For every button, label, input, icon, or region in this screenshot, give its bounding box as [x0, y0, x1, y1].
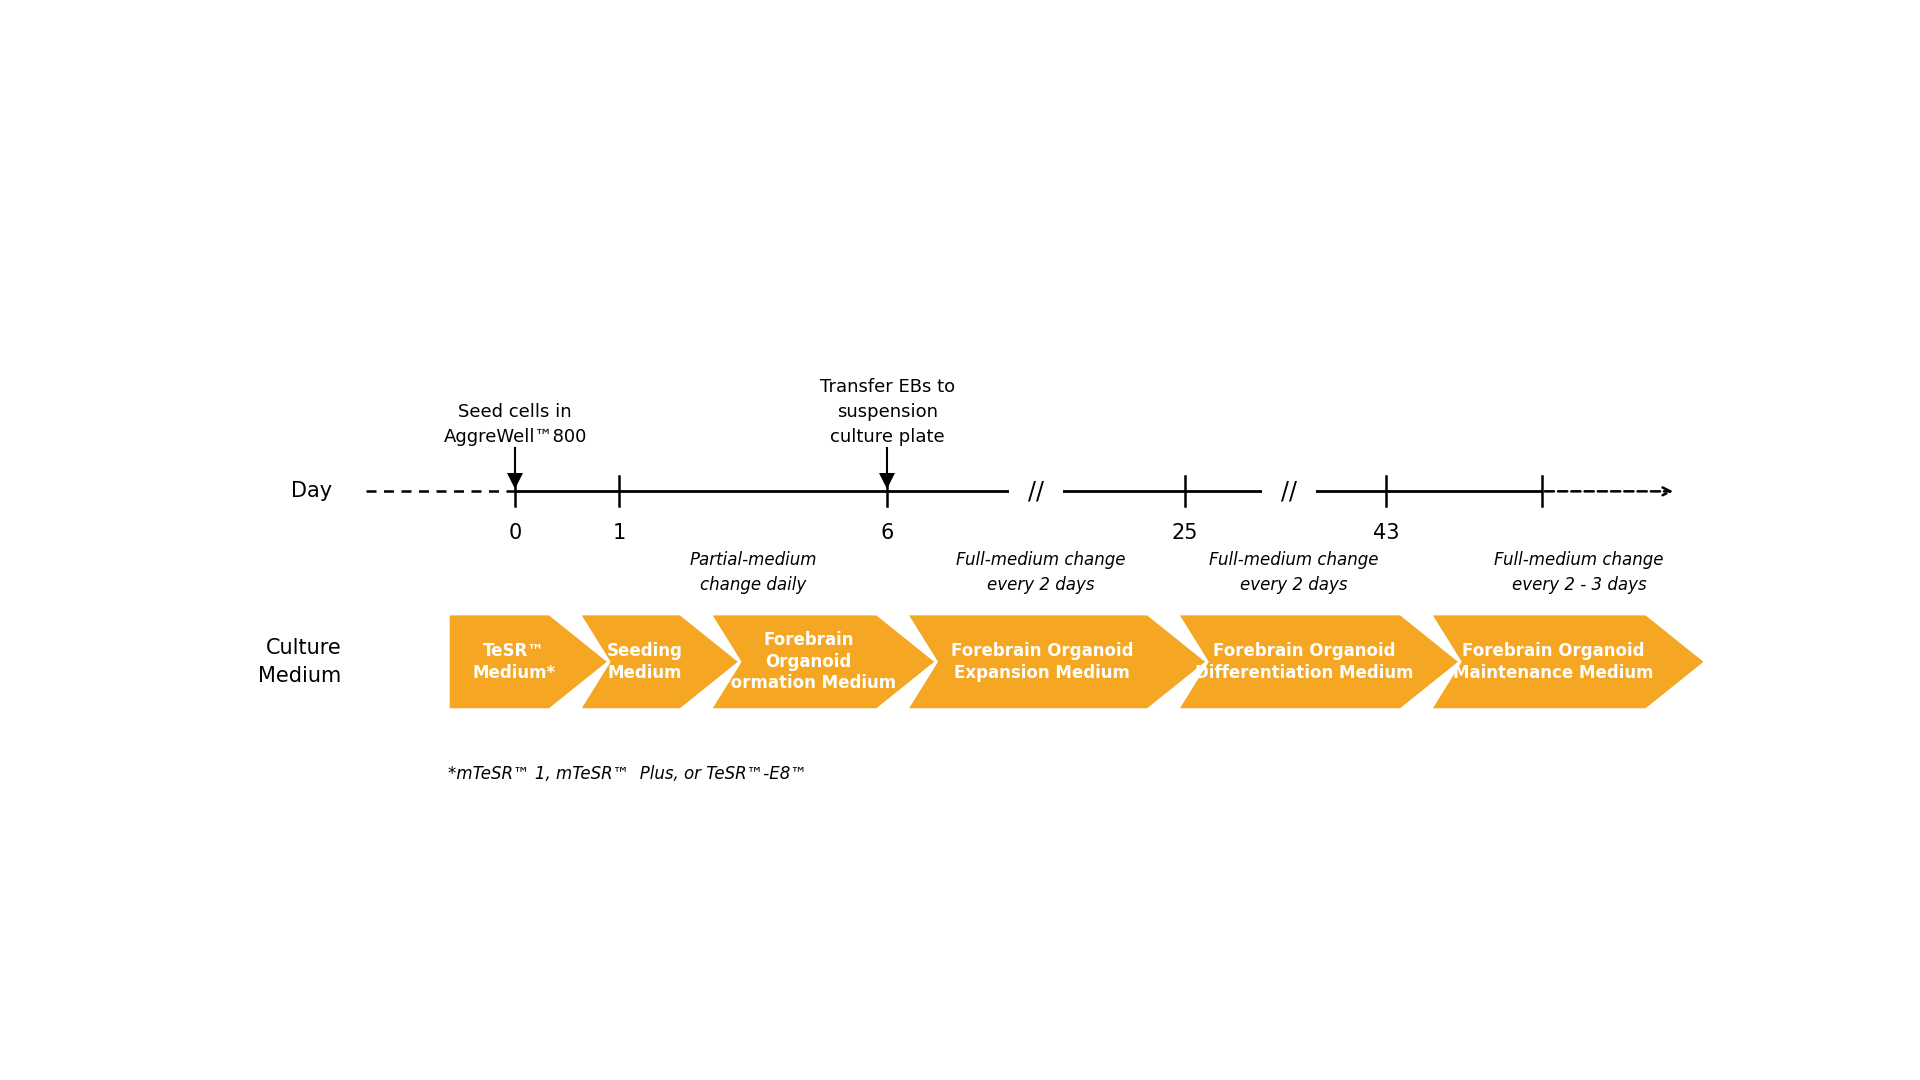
Text: Day: Day	[292, 482, 332, 501]
Polygon shape	[1430, 615, 1705, 710]
Text: Forebrain Organoid
Maintenance Medium: Forebrain Organoid Maintenance Medium	[1453, 643, 1653, 681]
Text: TeSR™
Medium*: TeSR™ Medium*	[472, 643, 555, 681]
Text: Forebrain
Organoid
Formation Medium: Forebrain Organoid Formation Medium	[720, 632, 897, 692]
Polygon shape	[449, 615, 609, 710]
Polygon shape	[580, 615, 739, 710]
Text: 1: 1	[612, 523, 626, 543]
Polygon shape	[710, 615, 937, 710]
Bar	[1010, 473, 1064, 510]
Text: Transfer EBs to
suspension
culture plate: Transfer EBs to suspension culture plate	[820, 378, 954, 446]
Bar	[1261, 473, 1315, 510]
Polygon shape	[1177, 615, 1461, 710]
Text: Full-medium change
every 2 - 3 days: Full-medium change every 2 - 3 days	[1494, 551, 1665, 594]
Text: *mTeSR™ 1, mTeSR™  Plus, or TeSR™-E8™: *mTeSR™ 1, mTeSR™ Plus, or TeSR™-E8™	[449, 765, 806, 783]
Text: Culture
Medium: Culture Medium	[257, 638, 342, 686]
Text: 6: 6	[881, 523, 895, 543]
Text: 25: 25	[1171, 523, 1198, 543]
Text: 0: 0	[509, 523, 522, 543]
Text: Seeding
Medium: Seeding Medium	[607, 643, 684, 681]
Text: Forebrain Organoid
Expansion Medium: Forebrain Organoid Expansion Medium	[950, 643, 1133, 681]
Text: Full-medium change
every 2 days: Full-medium change every 2 days	[1210, 551, 1379, 594]
Text: //: //	[1281, 480, 1298, 503]
Text: Full-medium change
every 2 days: Full-medium change every 2 days	[956, 551, 1125, 594]
Text: Partial-medium
change daily: Partial-medium change daily	[689, 551, 818, 594]
Text: Seed cells in
AggreWell™800: Seed cells in AggreWell™800	[444, 403, 588, 446]
Text: 43: 43	[1373, 523, 1400, 543]
Text: Forebrain Organoid
Differentiation Medium: Forebrain Organoid Differentiation Mediu…	[1194, 643, 1413, 681]
Text: //: //	[1027, 480, 1044, 503]
Polygon shape	[906, 615, 1208, 710]
